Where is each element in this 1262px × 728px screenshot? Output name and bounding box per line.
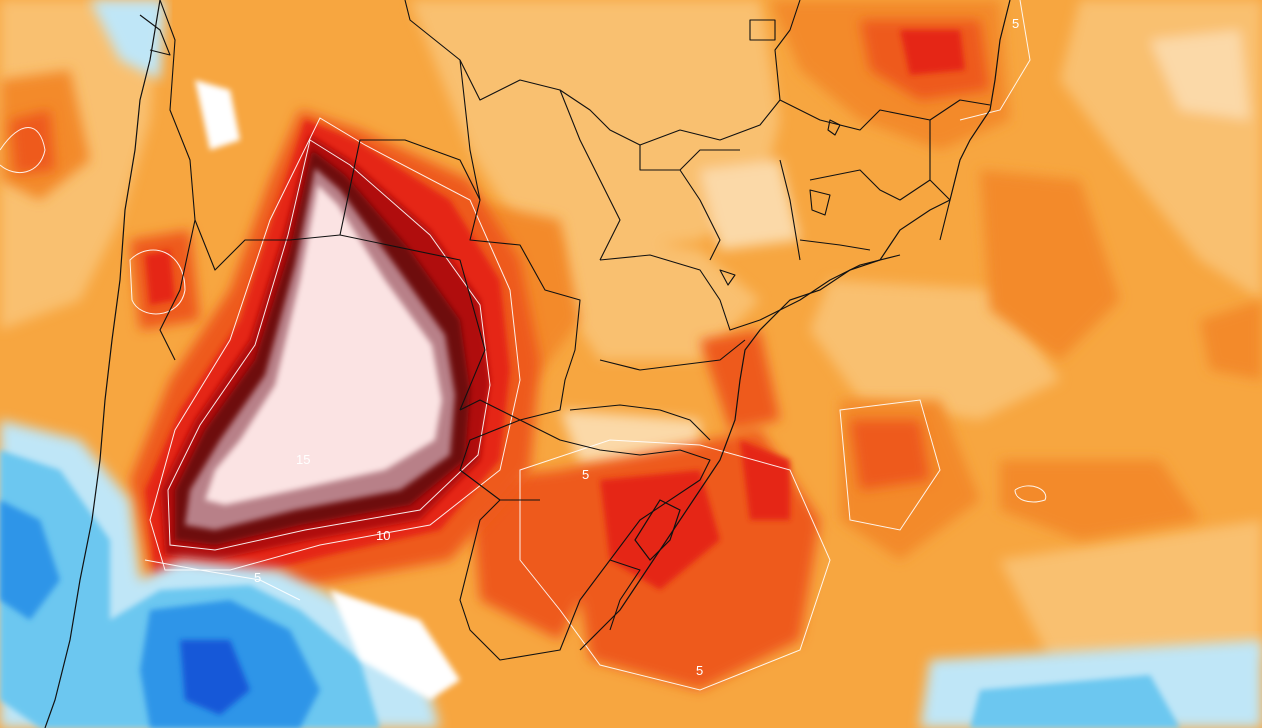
contour-label-10: 10 [376,528,390,543]
contour-label-5: 5 [696,663,703,678]
contour-label-5: 5 [254,570,261,585]
contour-label-5: 5 [582,467,589,482]
isolines [0,0,1047,691]
country-borders [44,0,1011,728]
contour-label-15: 15 [296,452,310,467]
contour-labels: 15 10 5 5 5 5 [254,16,1019,678]
heat-plume [130,110,540,600]
contour-label-5: 5 [1012,16,1019,31]
